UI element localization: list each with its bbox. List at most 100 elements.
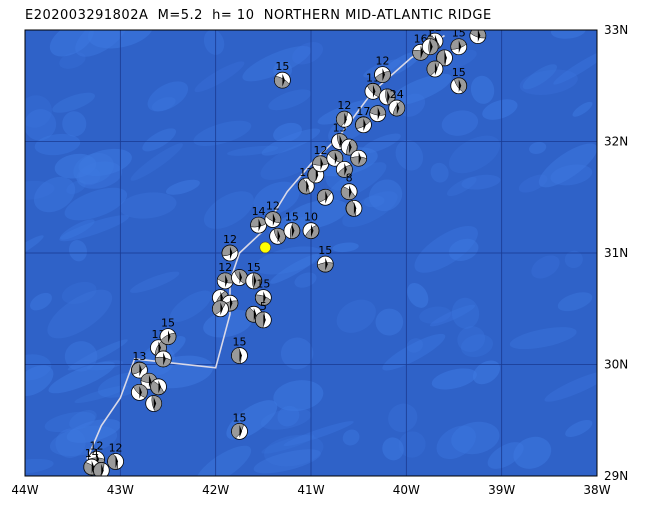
- bathymetry-patch: [557, 292, 593, 312]
- focal-mechanism: [92, 462, 110, 476]
- longitude-axis: 44W 43W 42W 41W 40W 39W 38W: [11, 483, 610, 497]
- bathymetry-patch: [283, 421, 354, 447]
- bathymetry-patch: [147, 81, 189, 112]
- bathymetry-patch: [25, 458, 54, 474]
- longitude-tick-label: 43W: [107, 483, 134, 497]
- bathymetry-patch: [64, 187, 128, 221]
- focal-mechanism: [307, 166, 325, 184]
- bathymetry-patch: [25, 95, 52, 128]
- focal-mechanism: 15: [316, 244, 334, 273]
- depth-label: 13: [132, 350, 146, 363]
- focal-mechanism: 15: [254, 278, 272, 307]
- focal-mechanism: 15: [231, 411, 248, 440]
- bathymetry-patch: [25, 180, 55, 201]
- focal-mechanism: 12: [221, 233, 239, 262]
- bathymetry-patch: [227, 145, 279, 156]
- focal-mechanism: 1: [421, 27, 439, 56]
- bathymetry-patch: [264, 434, 324, 467]
- focal-mechanism: 15: [273, 60, 291, 89]
- map-grid: [25, 30, 597, 476]
- latitude-tick-label: 29N: [604, 469, 628, 483]
- bathymetry-patch: [142, 128, 177, 152]
- bathymetry-patch: [169, 290, 212, 323]
- focal-mechanism: 13: [130, 350, 148, 379]
- focal-mechanism: [335, 160, 353, 178]
- bathymetry-patch: [66, 418, 121, 443]
- bathymetry-patch: [68, 240, 87, 262]
- bathymetry-patch: [369, 179, 403, 212]
- bathymetry-patch: [261, 434, 315, 454]
- bathymetry-patch: [482, 99, 518, 120]
- focal-mechanism: 5: [254, 300, 272, 329]
- bathymetry-patch: [75, 30, 128, 57]
- bathymetry-patch: [129, 271, 180, 293]
- main-event-marker: [259, 241, 272, 254]
- depth-label: 15: [247, 261, 261, 274]
- depth-label: 12: [90, 439, 104, 452]
- focal-mechanism: [426, 60, 444, 78]
- longitude-tick-label: 41W: [297, 483, 324, 497]
- bathymetry-patch: [29, 292, 52, 311]
- longitude-tick-label: 39W: [488, 483, 515, 497]
- bathymetry-patch: [538, 143, 597, 188]
- bathymetry-patch: [448, 135, 501, 174]
- focal-mechanism: [469, 30, 487, 44]
- depth-label: 12: [223, 233, 237, 246]
- focal-mechanism: 10: [302, 211, 320, 240]
- bathymetry-patch: [336, 299, 376, 333]
- depth-label: 15: [233, 336, 247, 349]
- bathymetry-patch: [317, 98, 381, 125]
- longitude-tick-label: 44W: [11, 483, 38, 497]
- bathymetry-patch: [49, 30, 94, 57]
- bathymetry-patch: [564, 250, 583, 269]
- bathymetry-patch: [395, 139, 424, 171]
- bathymetry-patch: [529, 141, 547, 155]
- depth-label: 10: [304, 211, 318, 224]
- bathymetry-patch: [34, 133, 81, 156]
- bathymetry-patch: [165, 179, 200, 195]
- bathymetry-patch: [460, 334, 494, 358]
- depth-label: 12: [218, 261, 232, 274]
- focal-mechanism: 24: [388, 88, 406, 117]
- focal-mechanism: [154, 350, 172, 368]
- bathymetry-patch: [461, 174, 501, 190]
- depth-label: 17: [356, 105, 370, 118]
- bathymetry-patch: [193, 120, 252, 147]
- focal-mechanism: [345, 199, 363, 217]
- bathymetry-patch: [470, 75, 495, 104]
- bathymetry-patch: [457, 326, 486, 353]
- focal-mechanism: [436, 49, 453, 67]
- bathymetry-patch: [25, 109, 57, 141]
- bathymetry-patch: [64, 341, 98, 372]
- focal-mechanism: [130, 383, 148, 401]
- bathymetry-patch: [565, 419, 593, 438]
- depth-label: 1: [427, 27, 434, 40]
- focal-mechanism: 14: [250, 205, 267, 234]
- bathymetry-patch: [375, 308, 404, 336]
- bathymetry-patch: [33, 176, 76, 213]
- bathymetry-patch: [441, 110, 479, 136]
- depth-label: 15: [452, 66, 466, 79]
- depth-label: 5: [260, 300, 267, 313]
- bathymetry-patch: [195, 445, 252, 476]
- focal-mechanism: [369, 105, 387, 123]
- bathymetry-patch: [268, 89, 312, 111]
- bathymetry-patch: [292, 41, 324, 65]
- longitude-tick-label: 42W: [202, 483, 229, 497]
- bathymetry-patch: [509, 327, 577, 350]
- bathymetry-patch: [419, 306, 452, 324]
- bathymetry-patch: [261, 128, 321, 156]
- bathymetry-patch: [388, 403, 418, 433]
- ridge-line: [86, 34, 445, 460]
- focal-mechanism: 12: [312, 144, 329, 173]
- focal-mechanism: 12: [107, 442, 124, 470]
- map-title: E202003291802A M=5.2 h= 10 NORTHERN MID-…: [25, 8, 492, 23]
- focal-mechanism: 15: [245, 261, 263, 290]
- bathymetry-patch: [270, 253, 320, 284]
- bathymetry-patch: [487, 442, 524, 469]
- focal-mechanism: [269, 227, 287, 245]
- depth-label: 15: [285, 211, 299, 224]
- bathymetry-patch: [203, 191, 254, 229]
- depth-label: 12: [428, 21, 442, 34]
- depth-label: 12: [314, 144, 328, 157]
